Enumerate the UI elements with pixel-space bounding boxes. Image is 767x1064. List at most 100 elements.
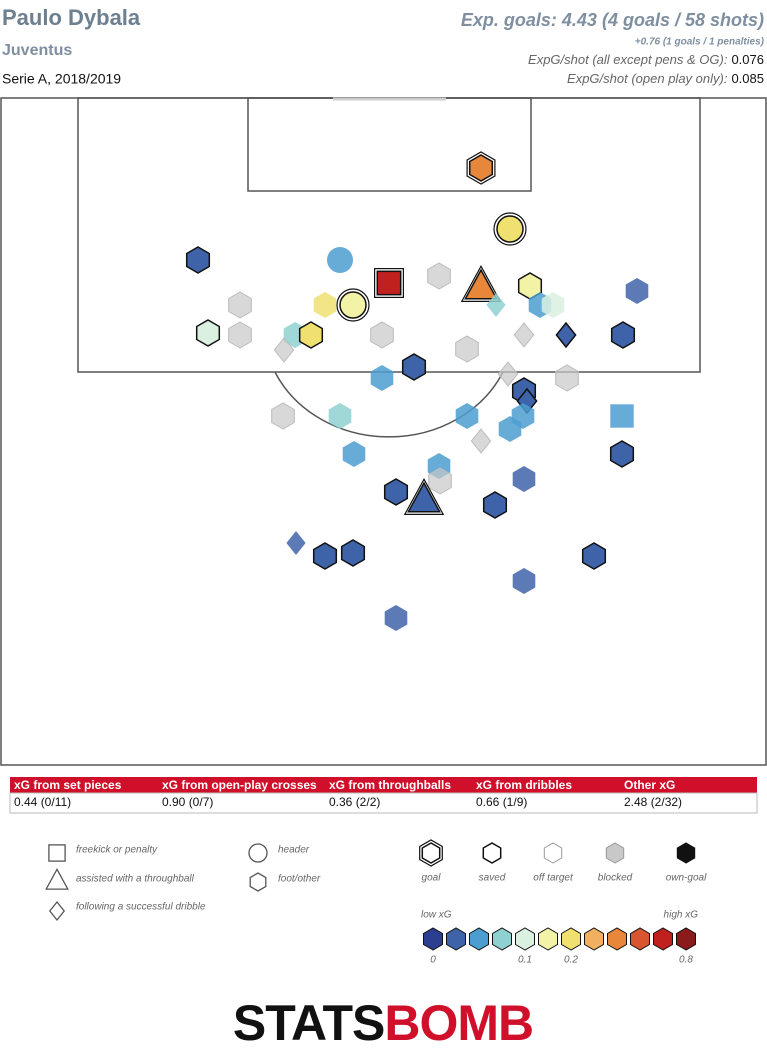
pitch [0,97,767,766]
table-value: 2.48 (2/32) [624,795,682,809]
shot-hex [421,842,441,864]
penalty-arc [274,371,504,438]
legend-outcome-label: own-goal [666,873,707,884]
legend-shape-label: foot/other [278,874,321,885]
shot-hex [610,321,636,349]
shot-hex [185,246,211,274]
open-play: ExpG/shot (open play only): 0.085 [567,71,764,86]
shot-square [610,404,634,428]
shot-hex [228,321,252,349]
xg-summary: Exp. goals: 4.43 (4 goals / 58 shots) [461,10,764,30]
shot-diamond [48,900,66,922]
table-header: xG from throughballs [329,778,451,792]
shot-hex [625,278,649,304]
shot-diamond [513,322,535,348]
legend-scale-tick: 0.8 [679,955,693,966]
shot-circle [248,843,268,863]
table-value: 0.36 (2/2) [329,795,380,809]
shot-hex [313,292,337,318]
shot-hex [482,842,502,864]
shot-hex [423,927,443,951]
shot-triangle [45,867,69,890]
shot-circle [327,247,353,273]
shot-hex [195,319,221,347]
penalties: +0.76 (1 goals / 1 penalties) [635,37,765,48]
shot-hex [581,542,607,570]
shot-hex [298,321,324,349]
legend: freekick or penalty assisted with a throu… [45,839,707,966]
shot-hex [676,927,696,951]
shot-hex [312,542,338,570]
table-value: 0.66 (1/9) [476,795,527,809]
shot-circle [339,291,367,319]
shot-triangle [407,481,441,513]
shot-hex [340,539,366,567]
shot-hex [482,491,508,519]
shot-hex [653,927,673,951]
shot-hex [342,441,366,467]
legend-shape-label: assisted with a throughball [76,874,195,885]
table-header: xG from dribbles [476,778,572,792]
legend-shape-label: following a successful dribble [76,902,206,913]
table-value: 0.44 (0/11) [14,795,71,809]
shots [185,151,649,631]
legend-scale-tick: 0.2 [564,955,578,966]
per-shot: ExpG/shot (all except pens & OG): 0.076 [528,52,764,67]
shot-hex [468,154,494,182]
shot-diamond [286,531,306,555]
shot-hex [561,927,581,951]
shot-hex [228,291,252,319]
shot-triangle [464,268,498,300]
shot-hex [271,402,295,430]
table-value: 0.90 (0/7) [162,795,213,809]
table-header: xG from open-play crosses [162,778,317,792]
shot-diamond [470,428,492,454]
legend-outcome-label: blocked [598,873,633,884]
shot-diamond [273,337,295,363]
table-row [9,792,758,814]
legend-scale-tick: 0 [430,955,436,966]
shot-hex [512,466,536,492]
shot-hex [446,927,466,951]
shot-hex [584,927,604,951]
shot-hex [370,321,394,349]
player-name: Paulo Dybala [2,5,141,30]
shot-hex [512,568,536,594]
legend-shape-label: header [278,845,310,856]
shot-hex [427,262,451,290]
pitch-outline [0,97,767,766]
shot-hex [469,927,489,951]
shot-circle [496,215,524,243]
shot-hex [401,353,427,381]
shot-hex [541,292,565,318]
per-shot-label: ExpG/shot (all except pens & OG): [528,52,728,67]
legend-outcome-label: saved [479,873,506,884]
shot-hex [370,365,394,391]
legend-scale-high: high xG [664,910,699,921]
table-header-band [10,777,757,793]
per-shot-value: 0.076 [731,52,764,67]
table-header: xG from set pieces [14,778,122,792]
competition: Serie A, 2018/2019 [2,71,121,87]
logo-right: BOMB [384,995,533,1051]
shot-hex [517,272,543,300]
shot-hex [607,927,627,951]
open-play-label: ExpG/shot (open play only): [567,71,728,86]
shot-hex [249,872,267,892]
shot-hex [676,842,696,864]
open-play-value: 0.085 [731,71,764,86]
table-header: Other xG [624,778,675,792]
shot-hex [515,927,535,951]
legend-outcome-label: goal [422,873,442,884]
shot-hex [328,403,352,429]
logo: STATSBOMB [233,995,533,1051]
legend-outcome-label: off target [533,873,574,884]
shot-hex [492,927,512,951]
shot-hex [555,364,579,392]
logo-left: STATS [233,995,384,1051]
shot-hex [538,927,558,951]
xg-table: xG from set pieces 0.44 (0/11) xG from ope… [14,778,682,809]
shot-diamond [486,293,506,317]
shot-hex [605,842,625,864]
